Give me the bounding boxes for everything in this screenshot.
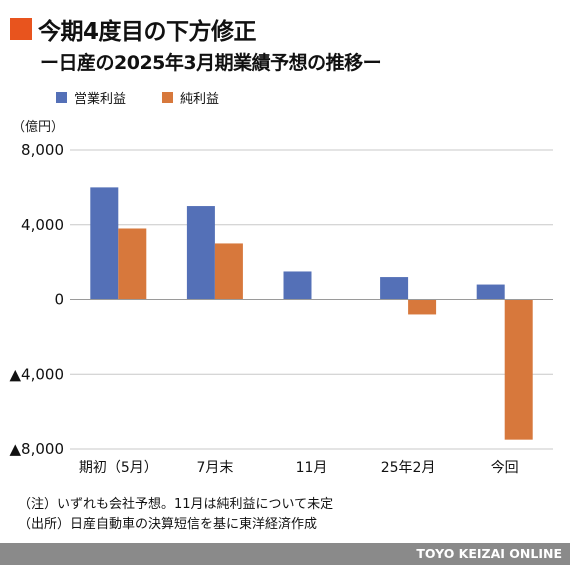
bar-operating-profit	[283, 271, 312, 300]
y-tick-label: 8,000	[21, 141, 64, 159]
legend-swatch-net	[162, 92, 174, 103]
bar-operating-profit	[380, 277, 409, 300]
x-tick-label: 期初（5月）	[79, 459, 158, 476]
bar-net-profit	[408, 299, 437, 315]
bar-net-profit	[214, 243, 243, 300]
bar-chart: （億円） 8,000 4,000 0 ▲4,000 ▲8,000 期初（5月） 7月末 11月 2…	[10, 119, 553, 476]
bar-operating-profit	[90, 187, 119, 300]
source-line: （出所）日産自動車の決算短信を基に東洋経済作成	[18, 517, 318, 532]
legend-item-net: 純利益	[162, 88, 219, 107]
legend-item-operating: 営業利益	[56, 88, 126, 107]
title-marker	[10, 18, 32, 40]
y-tick-label: 4,000	[21, 216, 64, 234]
legend-label-operating: 営業利益	[74, 92, 127, 107]
y-tick-label: ▲8,000	[10, 440, 64, 458]
note-line: （注）いずれも会社予想。11月は純利益について未定	[18, 497, 334, 512]
x-tick-label: 25年2月	[381, 460, 436, 476]
legend-label-net: 純利益	[180, 92, 220, 107]
footer-credit: TOYO KEIZAI ONLINE	[0, 543, 570, 565]
title-row: 今期4度目の下方修正	[10, 12, 257, 46]
bar-net-profit	[504, 299, 533, 440]
chart-title: 今期4度目の下方修正	[38, 19, 257, 45]
y-tick-label: ▲4,000	[10, 365, 64, 383]
bar-net-profit	[118, 228, 147, 300]
bar-operating-profit	[186, 206, 215, 300]
notes: （注）いずれも会社予想。11月は純利益について未定 （出所）日産自動車の決算短信…	[18, 495, 333, 535]
x-tick-label: 7月末	[196, 460, 233, 476]
legend-swatch-operating	[56, 92, 67, 103]
y-unit-label: （億円）	[12, 119, 64, 135]
chart-subtitle: ー日産の2025年3月期業績予想の推移ー	[40, 52, 382, 74]
bar-operating-profit	[476, 284, 505, 300]
x-tick-label: 11月	[296, 460, 328, 476]
x-tick-label: 今回	[491, 460, 519, 476]
y-tick-label: 0	[54, 291, 64, 309]
legend: 営業利益 純利益	[56, 88, 255, 107]
